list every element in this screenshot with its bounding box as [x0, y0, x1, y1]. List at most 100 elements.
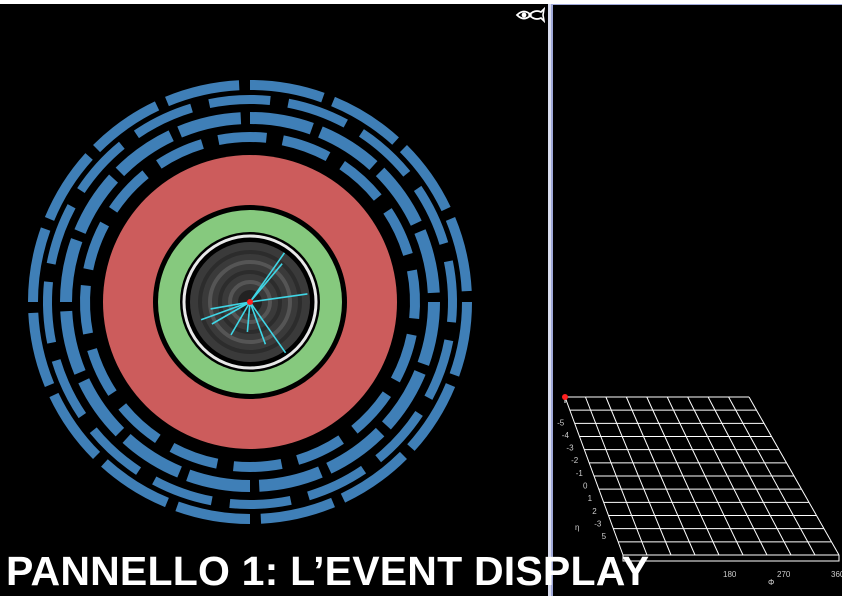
muon-chamber-segment — [407, 383, 456, 451]
muon-chamber-segment — [49, 392, 101, 459]
lego-origin-marker — [562, 394, 568, 400]
muon-chamber-segment — [87, 348, 117, 396]
muon-chamber-segment — [115, 130, 174, 177]
muon-chamber-segment — [28, 227, 51, 302]
eta-tick-label: 5 — [602, 532, 607, 541]
muon-chamber-segment — [307, 465, 367, 501]
particle-track — [249, 301, 287, 354]
muon-chamber-segment — [217, 132, 267, 145]
lego-grid-col — [564, 396, 624, 556]
muon-chamber-segment — [186, 469, 250, 492]
lego-grid-col — [605, 396, 672, 556]
event-display-view[interactable] — [0, 4, 548, 596]
muon-chamber-segment — [399, 145, 451, 212]
muon-chamber-segment — [108, 170, 149, 213]
eye-fish-icon[interactable] — [515, 6, 545, 24]
muon-chamber-segment — [165, 80, 240, 107]
tracker-layer — [208, 260, 292, 344]
muon-chamber-segment — [177, 112, 242, 138]
particle-track — [200, 301, 251, 321]
particle-track — [249, 252, 286, 303]
muon-chamber-segment — [118, 403, 161, 444]
eta-tick-label: -3 — [594, 519, 602, 528]
muon-chamber-segment — [449, 302, 472, 377]
muon-chamber-segment — [407, 269, 420, 319]
muon-chamber-segment — [93, 101, 160, 153]
primary-vertex — [247, 299, 253, 305]
muon-chamber-segment — [60, 310, 86, 375]
muon-chamber-segment — [258, 466, 323, 492]
solenoid-ring — [182, 234, 318, 370]
muon-chamber-segment — [375, 410, 423, 463]
eta-tick-label: 0 — [583, 481, 588, 490]
muon-chamber-segment — [122, 433, 182, 478]
muon-chamber-segment — [414, 229, 440, 294]
muon-chamber-segment — [250, 80, 325, 103]
muon-chamber-segment — [326, 427, 385, 474]
muon-chamber-segment — [424, 339, 454, 400]
lego-grid-col — [707, 396, 792, 556]
muon-chamber-segment — [101, 459, 169, 508]
muon-chamber-segment — [44, 153, 93, 221]
muon-chamber-segment — [340, 451, 407, 503]
lego-grid-col — [625, 396, 696, 556]
muon-chamber-segment — [445, 217, 472, 292]
muon-chamber-segment — [229, 495, 292, 509]
pane-divider[interactable] — [548, 4, 551, 596]
muon-chamber-segment — [381, 370, 426, 430]
tracker-layer — [218, 270, 282, 334]
particle-track — [246, 301, 251, 332]
muon-chamber-segment — [28, 312, 55, 387]
muon-chamber-segment — [281, 135, 331, 162]
particle-track — [230, 301, 251, 336]
muon-chamber-segment — [46, 204, 76, 265]
muon-chamber-segment — [318, 126, 378, 171]
eta-axis-label: η — [575, 523, 579, 532]
muon-chamber-segment — [208, 95, 271, 109]
eta-tick-label: -2 — [571, 456, 579, 465]
panel-caption: PANNELLO 1: L’EVENT DISPLAY — [6, 548, 650, 594]
muon-chamber-segment — [233, 459, 283, 472]
lego-grid-col — [646, 396, 720, 556]
muon-chamber-segment — [175, 501, 250, 524]
muon-chamber-segment — [417, 302, 440, 366]
eta-tick-label: -4 — [562, 431, 570, 440]
muon-chamber-segment — [250, 112, 314, 135]
muon-chamber-segment — [156, 139, 204, 169]
eta-tick-label: -3 — [566, 444, 574, 453]
muon-chamber-segment — [74, 174, 119, 234]
lego-grid-col — [687, 396, 768, 556]
muon-chamber-segment — [296, 435, 344, 465]
particle-track — [249, 263, 283, 303]
muon-chamber-segment — [375, 167, 422, 226]
eta-tick-label: 1 — [588, 494, 593, 503]
muon-chamber-segment — [413, 185, 449, 245]
particle-track — [211, 301, 251, 325]
eta-tick-label: -1 — [576, 469, 584, 478]
lego-grid-col — [748, 396, 840, 556]
muon-chamber-segment — [351, 391, 392, 434]
muon-chamber-segment — [390, 333, 417, 383]
muon-chamber-segment — [78, 378, 125, 437]
muon-chamber-segment — [42, 281, 57, 344]
muon-chamber-segment — [79, 285, 93, 335]
muon-chamber-segment — [169, 442, 219, 469]
muon-chamber-segment — [358, 129, 411, 177]
muon-chamber-segment — [60, 238, 83, 302]
lego-grid-col — [666, 396, 744, 556]
muon-chamber-segment — [89, 427, 142, 475]
phi-tick-label: 270 — [777, 570, 791, 579]
muon-chamber-segment — [133, 103, 193, 139]
particle-track — [249, 301, 267, 345]
detector-cross-section — [28, 80, 472, 524]
muon-chamber-segment — [331, 96, 399, 145]
lego-grid-col — [728, 396, 816, 556]
phi-tick-label: 360 — [831, 570, 842, 579]
tracker-layer — [228, 280, 272, 324]
particle-track — [210, 301, 251, 310]
muon-chamber-segment — [83, 221, 110, 271]
muon-chamber-segment — [51, 359, 87, 419]
muon-chamber-segment — [339, 160, 382, 201]
